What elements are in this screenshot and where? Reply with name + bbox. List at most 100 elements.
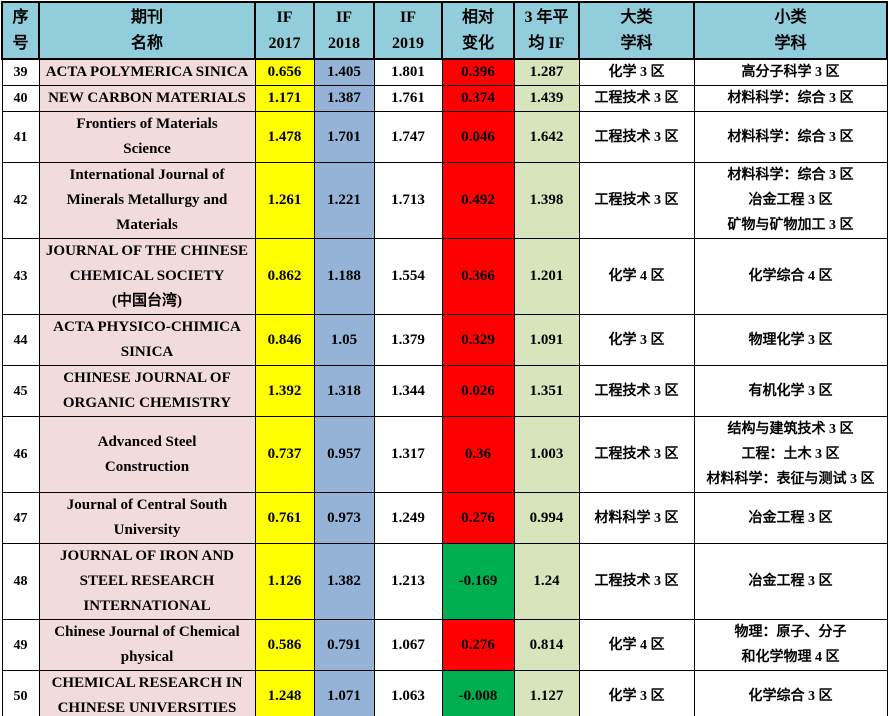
cell-index: 48 [1,543,40,620]
cell-if-2019: 1.249 [373,492,443,544]
cell-relative-change: 0.046 [441,111,515,163]
cell-major-category: 化学 3 区 [578,58,695,86]
cell-major-category: 工程技术 3 区 [578,111,695,163]
table-row: 44 ACTA PHYSICO-CHIMICA SINICA 0.846 1.05 1.… [1,314,888,366]
cell-if-2018: 1.188 [313,238,375,315]
cell-3yr-avg-if: 1.003 [513,416,580,493]
cell-index: 46 [1,416,40,493]
cell-major-category: 工程技术 3 区 [578,365,695,417]
cell-relative-change: 0.492 [441,162,515,239]
cell-journal-name: Journal of Central South University [38,492,256,544]
cell-if-2018: 0.973 [313,492,375,544]
cell-3yr-avg-if: 1.287 [513,58,580,86]
cell-major-category: 工程技术 3 区 [578,85,695,112]
header-journal-name: 期刊 名称 [38,1,256,60]
cell-index: 40 [1,85,40,112]
table-row: 40 NEW CARBON MATERIALS 1.171 1.387 1.761 0.3… [1,85,888,112]
cell-relative-change: 0.374 [441,85,515,112]
cell-journal-name: Chinese Journal of Chemical physical [38,619,256,671]
cell-if-2018: 1.382 [313,543,375,620]
header-3yr-avg-if: 3 年平 均 IF [513,1,580,60]
cell-3yr-avg-if: 1.439 [513,85,580,112]
cell-minor-category: 高分子科学 3 区 [693,58,888,86]
cell-minor-category: 材料科学：综合 3 区 [693,85,888,112]
cell-index: 45 [1,365,40,417]
cell-if-2017: 0.761 [254,492,315,544]
cell-journal-name: JOURNAL OF IRON AND STEEL RESEARCH INTER… [38,543,256,620]
cell-relative-change: 0.329 [441,314,515,366]
cell-if-2019: 1.344 [373,365,443,417]
cell-journal-name: ACTA POLYMERICA SINICA [38,58,256,86]
cell-if-2018: 1.05 [313,314,375,366]
cell-if-2018: 1.405 [313,58,375,86]
cell-if-2019: 1.213 [373,543,443,620]
cell-index: 39 [1,58,40,86]
cell-major-category: 工程技术 3 区 [578,543,695,620]
cell-relative-change: 0.396 [441,58,515,86]
cell-if-2017: 0.737 [254,416,315,493]
cell-minor-category: 材料科学：综合 3 区 [693,111,888,163]
header-if-2018: IF 2018 [313,1,375,60]
header-major-category: 大类 学科 [578,1,695,60]
cell-minor-category: 化学综合 4 区 [693,238,888,315]
cell-3yr-avg-if: 1.24 [513,543,580,620]
table-header: 序 号 期刊 名称 IF 2017 IF 2018 IF 2019 相对 变化 … [1,1,888,60]
cell-3yr-avg-if: 1.351 [513,365,580,417]
cell-if-2018: 1.071 [313,670,375,716]
cell-3yr-avg-if: 1.201 [513,238,580,315]
cell-journal-name: Advanced Steel Construction [38,416,256,493]
cell-if-2019: 1.761 [373,85,443,112]
cell-3yr-avg-if: 1.398 [513,162,580,239]
cell-if-2017: 1.248 [254,670,315,716]
cell-if-2019: 1.317 [373,416,443,493]
cell-minor-category: 化学综合 3 区 [693,670,888,716]
cell-if-2017: 1.392 [254,365,315,417]
cell-if-2017: 0.862 [254,238,315,315]
cell-minor-category: 材料科学：综合 3 区 冶金工程 3 区 矿物与矿物加工 3 区 [693,162,888,239]
cell-index: 50 [1,670,40,716]
cell-major-category: 化学 3 区 [578,670,695,716]
header-row: 序 号 期刊 名称 IF 2017 IF 2018 IF 2019 相对 变化 … [1,1,888,60]
cell-journal-name: International Journal of Minerals Metall… [38,162,256,239]
table-body: 39 ACTA POLYMERICA SINICA 0.656 1.405 1.801 0… [1,58,888,716]
cell-if-2019: 1.801 [373,58,443,86]
cell-journal-name: CHEMICAL RESEARCH IN CHINESE UNIVERSITIE… [38,670,256,716]
table-row: 41 Frontiers of Materials Science 1.478 1.7… [1,111,888,163]
cell-relative-change: 0.276 [441,619,515,671]
cell-index: 44 [1,314,40,366]
table-row: 43 JOURNAL OF THE CHINESE CHEMICAL SOCIET… [1,238,888,315]
cell-minor-category: 结构与建筑技术 3 区 工程：土木 3 区 材料科学：表征与测试 3 区 [693,416,888,493]
table-row: 45 CHINESE JOURNAL OF ORGANIC CHEMISTRY 1.… [1,365,888,417]
cell-major-category: 化学 4 区 [578,619,695,671]
cell-relative-change: 0.276 [441,492,515,544]
cell-relative-change: 0.366 [441,238,515,315]
cell-major-category: 化学 3 区 [578,314,695,366]
cell-relative-change: 0.026 [441,365,515,417]
header-index: 序 号 [1,1,40,60]
cell-journal-name: JOURNAL OF THE CHINESE CHEMICAL SOCIETY … [38,238,256,315]
cell-relative-change: -0.169 [441,543,515,620]
cell-index: 42 [1,162,40,239]
table-row: 49 Chinese Journal of Chemical physical 0.… [1,619,888,671]
header-minor-category: 小类 学科 [693,1,888,60]
cell-if-2017: 1.126 [254,543,315,620]
cell-if-2018: 1.221 [313,162,375,239]
cell-journal-name: ACTA PHYSICO-CHIMICA SINICA [38,314,256,366]
cell-major-category: 化学 4 区 [578,238,695,315]
cell-minor-category: 冶金工程 3 区 [693,492,888,544]
cell-minor-category: 物理化学 3 区 [693,314,888,366]
cell-minor-category: 有机化学 3 区 [693,365,888,417]
cell-if-2018: 0.791 [313,619,375,671]
cell-if-2017: 0.586 [254,619,315,671]
cell-if-2019: 1.747 [373,111,443,163]
table-row: 42 International Journal of Minerals Meta… [1,162,888,239]
cell-major-category: 材料科学 3 区 [578,492,695,544]
cell-3yr-avg-if: 0.814 [513,619,580,671]
cell-if-2019: 1.379 [373,314,443,366]
cell-minor-category: 冶金工程 3 区 [693,543,888,620]
cell-major-category: 工程技术 3 区 [578,416,695,493]
cell-if-2019: 1.063 [373,670,443,716]
cell-3yr-avg-if: 1.091 [513,314,580,366]
